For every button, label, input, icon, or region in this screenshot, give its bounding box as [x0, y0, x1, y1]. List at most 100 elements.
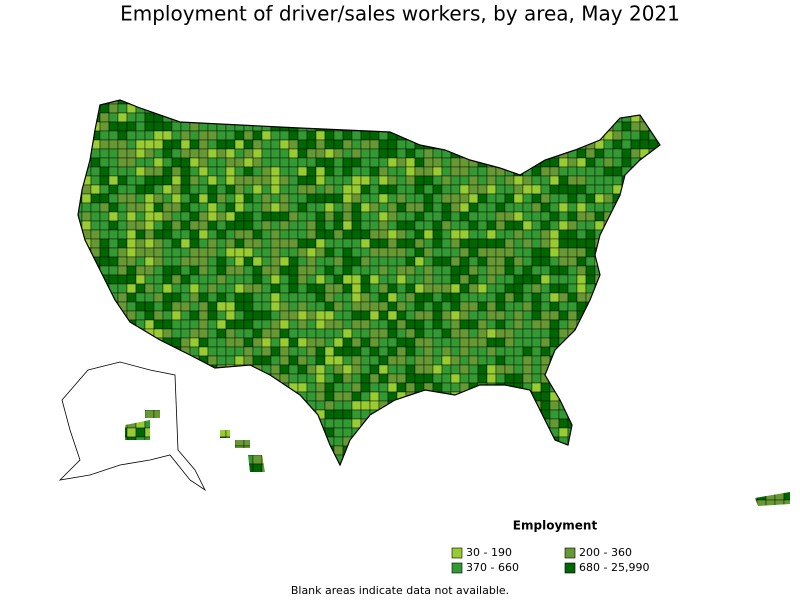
area — [594, 121, 605, 132]
area — [621, 121, 632, 132]
area — [234, 202, 245, 213]
area — [495, 346, 506, 357]
area — [558, 265, 569, 276]
area — [450, 346, 461, 357]
area — [279, 139, 290, 150]
area — [189, 490, 200, 501]
area — [738, 166, 749, 177]
area — [450, 364, 461, 375]
area — [306, 103, 317, 114]
area — [423, 418, 434, 429]
area — [81, 103, 92, 114]
area — [594, 364, 605, 375]
area — [297, 409, 308, 420]
area — [378, 454, 389, 465]
area — [558, 481, 569, 492]
area — [711, 400, 722, 411]
area — [783, 256, 790, 267]
area — [333, 100, 344, 105]
area — [630, 310, 641, 321]
area — [531, 301, 542, 312]
area — [180, 301, 191, 312]
area — [504, 175, 515, 186]
area — [549, 292, 560, 303]
area — [261, 139, 272, 150]
area — [315, 229, 326, 240]
area — [270, 139, 281, 150]
area — [540, 139, 551, 150]
area — [468, 418, 479, 429]
area — [468, 463, 479, 474]
area — [396, 166, 407, 177]
area — [693, 220, 704, 231]
area — [531, 427, 542, 438]
area — [684, 499, 695, 506]
area — [576, 274, 587, 285]
area — [216, 130, 227, 141]
area — [675, 436, 686, 447]
area — [468, 112, 479, 123]
area — [360, 472, 371, 483]
area — [504, 292, 515, 303]
area — [306, 283, 317, 294]
area — [540, 202, 551, 213]
area — [657, 454, 668, 465]
area — [567, 112, 578, 123]
area — [225, 292, 236, 303]
area — [297, 256, 308, 267]
area — [594, 292, 605, 303]
area — [78, 103, 83, 114]
area — [64, 131, 73, 140]
area — [793, 482, 800, 491]
area — [504, 364, 515, 375]
area — [297, 238, 308, 249]
area — [630, 454, 641, 465]
area — [423, 391, 434, 402]
area — [793, 167, 800, 176]
area — [720, 499, 731, 506]
area — [432, 247, 443, 258]
area — [585, 418, 596, 429]
area — [702, 499, 713, 506]
area — [567, 292, 578, 303]
area — [351, 418, 362, 429]
area — [360, 157, 371, 168]
area — [243, 130, 254, 141]
area — [225, 382, 236, 393]
area — [495, 184, 506, 195]
area — [198, 292, 209, 303]
area — [450, 337, 461, 348]
area — [432, 436, 443, 447]
area — [459, 310, 470, 321]
area — [252, 193, 263, 204]
area — [738, 238, 749, 249]
area — [288, 328, 299, 339]
area — [504, 238, 515, 249]
area — [441, 220, 452, 231]
area — [450, 472, 461, 483]
area — [450, 112, 461, 123]
area — [684, 274, 695, 285]
area — [162, 229, 173, 240]
area — [522, 445, 533, 456]
area — [621, 256, 632, 267]
area — [684, 319, 695, 330]
area — [270, 463, 281, 474]
area — [513, 265, 524, 276]
area — [766, 509, 775, 518]
area — [531, 310, 542, 321]
area — [666, 346, 677, 357]
area — [225, 103, 236, 114]
area — [117, 103, 128, 114]
area — [640, 509, 649, 518]
area — [81, 490, 92, 501]
area — [324, 274, 335, 285]
area — [657, 391, 668, 402]
area — [297, 166, 308, 177]
area — [144, 481, 155, 492]
area — [558, 211, 569, 222]
area — [99, 391, 110, 402]
area — [342, 328, 353, 339]
area — [693, 211, 704, 222]
area — [765, 328, 776, 339]
